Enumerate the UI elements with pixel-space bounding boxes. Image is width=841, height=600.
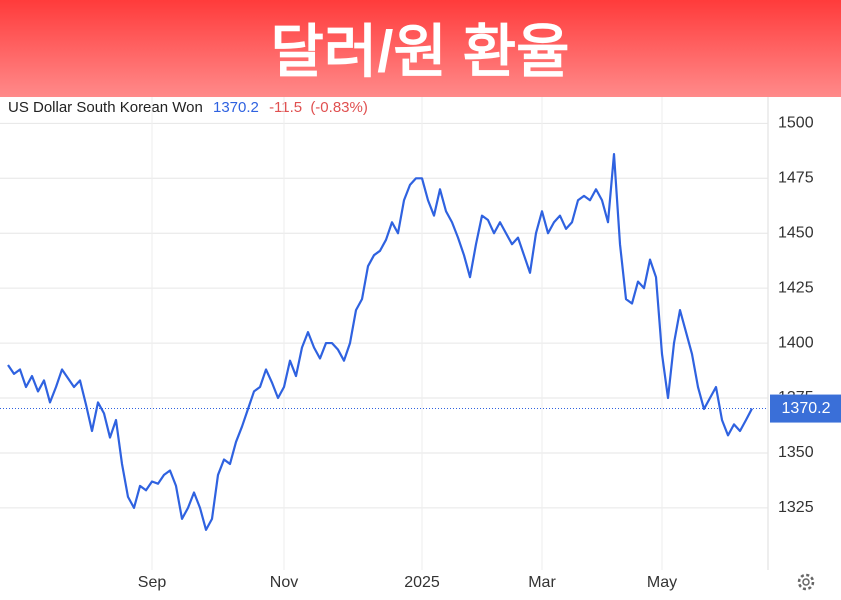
chart-title: 달러/원 환율	[270, 19, 569, 84]
y-tick-label: 1450	[778, 224, 814, 241]
x-tick-label: Mar	[528, 574, 556, 591]
change-pct: (-0.83%)	[310, 99, 368, 116]
series-name: US Dollar South Korean Won	[8, 99, 203, 116]
subtitle: US Dollar South Korean Won 1370.2 -11.5 …	[8, 99, 368, 116]
x-tick-label: May	[647, 574, 677, 591]
last-value-label: 1370.2	[782, 400, 831, 417]
line	[7, 153, 753, 531]
last-value-box	[770, 394, 841, 423]
y-tick-label: 1400	[778, 334, 814, 351]
last-value: 1370.2	[213, 99, 259, 116]
settings-icon[interactable]	[797, 573, 815, 591]
y-tick-label: 1350	[778, 444, 814, 461]
y-tick-label: 1500	[778, 115, 814, 132]
y-tick-label: 1425	[778, 279, 814, 296]
y-tick-label: 1475	[778, 170, 814, 187]
x-tick-label: Sep	[138, 574, 167, 591]
title-banner	[0, 0, 841, 97]
y-tick-label: 1325	[778, 499, 814, 516]
x-tick-label: Nov	[270, 574, 298, 591]
x-tick-label: 2025	[404, 574, 440, 591]
change: -11.5	[269, 99, 302, 116]
